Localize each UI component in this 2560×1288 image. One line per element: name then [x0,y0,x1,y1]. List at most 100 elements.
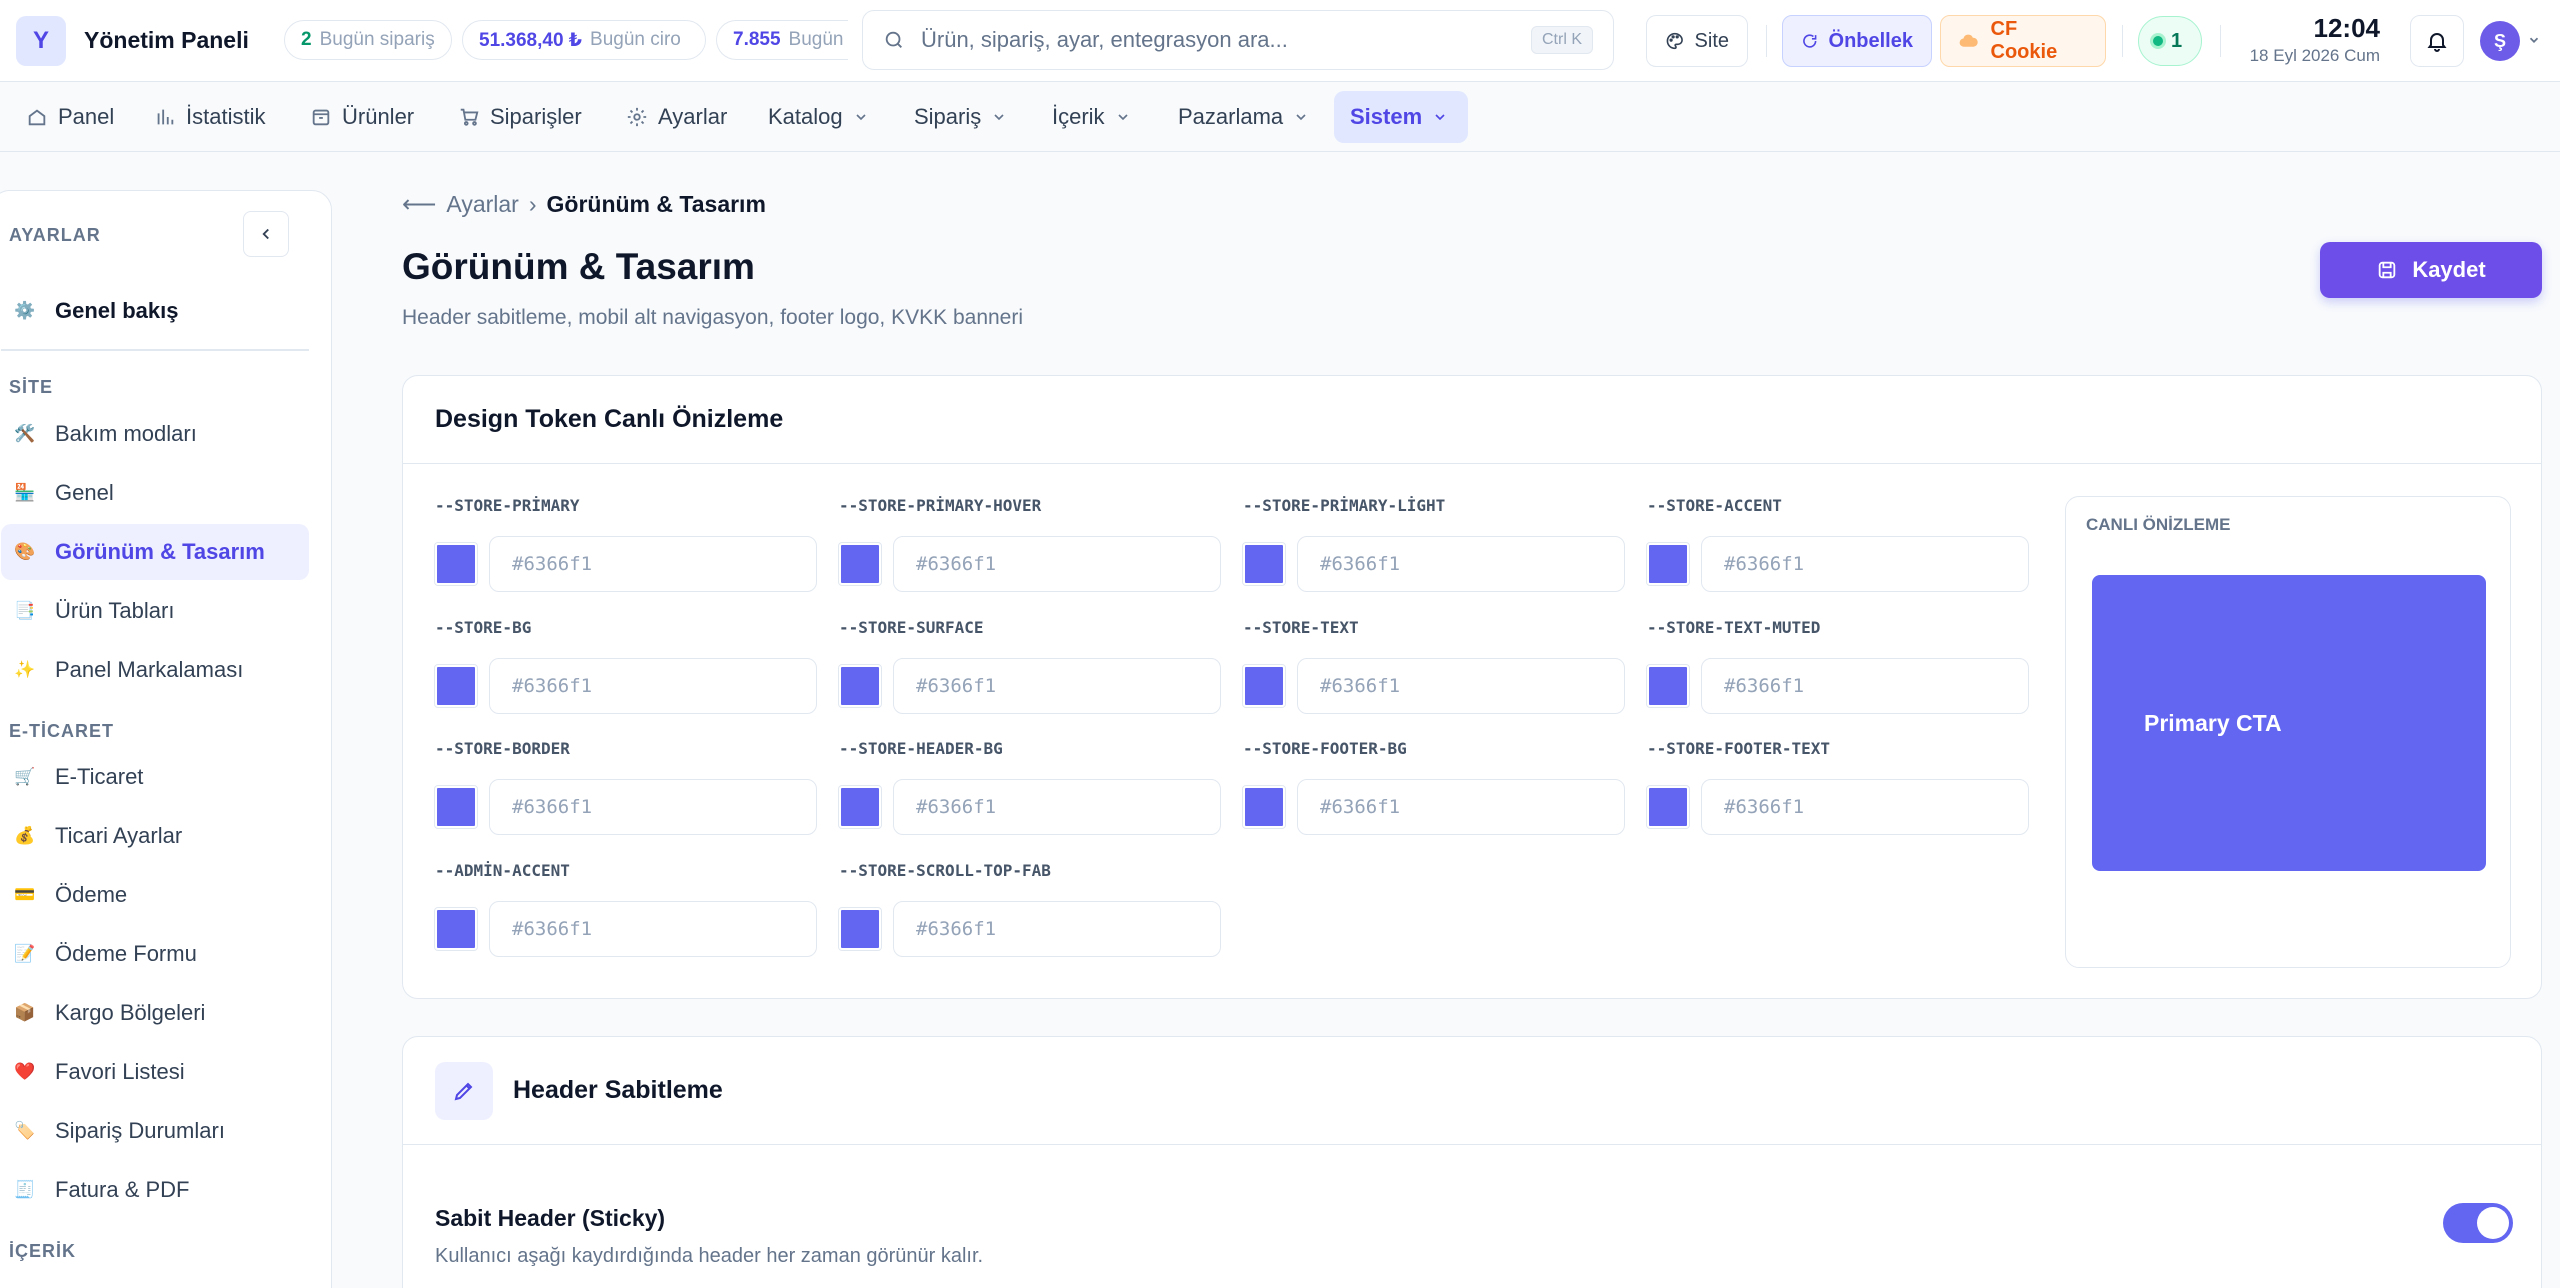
tools-icon: 🛠️ [14,424,36,443]
token-name: --STORE-HEADER-BG [839,739,1003,758]
sidebar-item-label: Ticari Ayarlar [55,823,183,848]
token-value-input[interactable]: #6366f1 [489,658,817,714]
sidebar-item-maintenance[interactable]: 🛠️ Bakım modları [1,406,309,462]
sidebar-collapse-button[interactable] [243,211,289,257]
cf-cookie-button[interactable]: CF Cookie [1940,15,2106,67]
app-title: Yönetim Paneli [84,27,249,53]
global-search[interactable]: Ürün, sipariş, ayar, entegrasyon ara... … [862,10,1614,70]
stat-today-visits[interactable]: 7.855 Bugün [716,20,848,60]
app-logo[interactable]: Y [16,16,66,66]
color-swatch[interactable] [435,543,477,585]
cache-button[interactable]: Önbellek [1782,15,1932,67]
color-swatch[interactable] [1647,786,1689,828]
sidebar-item-general[interactable]: 🏪 Genel [1,465,309,521]
color-swatch[interactable] [839,908,881,950]
color-swatch[interactable] [435,665,477,707]
token-value-input[interactable]: #6366f1 [489,536,817,592]
notifications-button[interactable] [2410,15,2464,67]
token-value-input[interactable]: #6366f1 [1701,779,2029,835]
sidebar-item-panel-branding[interactable]: ✨ Panel Markalaması [1,642,309,698]
receipt-icon: 🧾 [14,1180,36,1199]
sidebar-item-shipping-zones[interactable]: 📦 Kargo Bölgeleri [1,985,309,1041]
color-swatch[interactable] [1647,665,1689,707]
token-value-input[interactable]: #6366f1 [893,779,1221,835]
color-swatch[interactable] [1243,665,1285,707]
nav-products[interactable]: Ürünler [294,91,430,143]
sidebar-item-label: Kargo Bölgeleri [55,1000,206,1025]
token-value-input[interactable]: #6366f1 [489,779,817,835]
color-swatch[interactable] [839,543,881,585]
nav-system[interactable]: Sistem [1334,91,1468,143]
site-button[interactable]: Site [1646,15,1748,67]
token-value-input[interactable]: #6366f1 [1701,658,2029,714]
search-input[interactable]: Ürün, sipariş, ayar, entegrasyon ara... [921,27,1288,52]
chevron-down-icon[interactable] [2527,33,2541,47]
token-value-input[interactable]: #6366f1 [1701,536,2029,592]
card-title: Header Sabitleme [513,1076,723,1104]
palette-icon: 🎨 [14,542,36,561]
nav-settings[interactable]: Ayarlar [610,91,743,143]
chevron-down-icon [856,114,866,121]
color-swatch[interactable] [1243,543,1285,585]
color-swatch[interactable] [1647,543,1689,585]
token-value-input[interactable]: #6366f1 [1297,779,1625,835]
back-arrow-icon[interactable]: ⟵ [402,191,437,218]
nav-label: Siparişler [490,104,582,129]
color-swatch[interactable] [1243,786,1285,828]
avatar[interactable]: Ş [2480,21,2520,61]
tabs-icon: 📑 [14,601,36,620]
stat-value: 51.368,40 ₺ [479,29,583,51]
token-field: --STORE-PRİMARY-LİGHT #6366f1 [1243,496,1625,592]
sidebar-item-ecommerce[interactable]: 🛒 E-Ticaret [1,749,309,805]
nav-label: Sipariş [914,104,982,129]
token-value-input[interactable]: #6366f1 [489,901,817,957]
nav-order[interactable]: Sipariş [898,91,1023,143]
sidebar-item-order-statuses[interactable]: 🏷️ Sipariş Durumları [1,1103,309,1159]
nav-statistics[interactable]: İstatistik [138,91,281,143]
token-name: --ADMİN-ACCENT [435,861,570,880]
sticky-header-toggle[interactable] [2443,1203,2513,1243]
nav-content[interactable]: İçerik [1036,91,1147,143]
token-value-input[interactable]: #6366f1 [893,901,1221,957]
sidebar-item-overview[interactable]: ⚙️ Genel bakış [1,283,309,339]
nav-label: Ayarlar [658,104,728,129]
nav-orders[interactable]: Siparişler [442,91,598,143]
sidebar-item-favorites[interactable]: ❤️ Favori Listesi [1,1044,309,1100]
design-tokens-card: Design Token Canlı Önizleme --STORE-PRİM… [402,375,2542,999]
page-title: Görünüm & Tasarım [402,246,755,287]
token-value-input[interactable]: #6366f1 [893,658,1221,714]
sidebar-item-payment-form[interactable]: 📝 Ödeme Formu [1,926,309,982]
color-swatch[interactable] [839,786,881,828]
token-name: --STORE-SCROLL-TOP-FAB [839,861,1051,880]
sidebar-item-product-tabs[interactable]: 📑 Ürün Tabları [1,583,309,639]
divider [2220,25,2221,57]
token-value-input[interactable]: #6366f1 [1297,658,1625,714]
cache-label: Önbellek [1828,29,1913,52]
primary-cta-preview[interactable]: Primary CTA [2092,575,2486,871]
cart-icon [460,108,479,126]
token-value-input[interactable]: #6366f1 [893,536,1221,592]
nav-catalog[interactable]: Katalog [752,91,885,143]
color-swatch[interactable] [839,665,881,707]
chevron-down-icon [1296,114,1306,121]
sidebar-item-appearance[interactable]: 🎨 Görünüm & Tasarım [1,524,309,580]
online-users-badge[interactable]: 1 [2138,16,2202,66]
color-swatch[interactable] [435,786,477,828]
token-name: --STORE-BORDER [435,739,570,758]
sidebar-item-label: Görünüm & Tasarım [55,539,265,564]
nav-panel[interactable]: Panel [10,91,130,143]
token-value-input[interactable]: #6366f1 [1297,536,1625,592]
gear-icon [627,107,647,127]
sidebar-item-commercial[interactable]: 💰 Ticari Ayarlar [1,808,309,864]
color-swatch[interactable] [435,908,477,950]
stat-today-orders[interactable]: 2 Bugün sipariş [284,20,452,60]
stat-value: 2 [301,29,312,50]
divider [1766,25,1767,57]
stat-today-revenue[interactable]: 51.368,40 ₺ Bugün ciro [462,20,706,60]
breadcrumb-back[interactable]: Ayarlar [446,191,519,217]
cloud-icon [1959,34,1978,47]
save-button[interactable]: Kaydet [2320,242,2542,298]
nav-marketing[interactable]: Pazarlama [1162,91,1325,143]
sidebar-item-invoice-pdf[interactable]: 🧾 Fatura & PDF [1,1162,309,1218]
sidebar-item-payment[interactable]: 💳 Ödeme [1,867,309,923]
